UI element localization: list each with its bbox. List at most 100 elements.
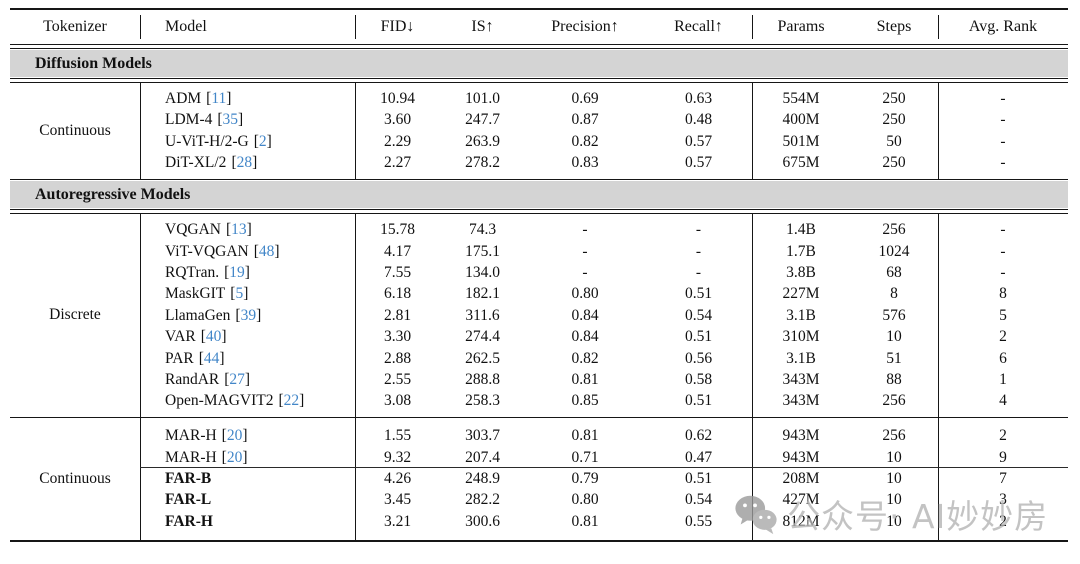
cell-avg-rank: 2 <box>999 328 1007 346</box>
citation: [44] <box>199 350 225 367</box>
section-rule <box>10 178 1068 181</box>
cell-params: 227M <box>782 285 820 303</box>
bracket: ] <box>242 427 248 445</box>
table-top-rule <box>10 8 1068 10</box>
cell-steps: 10 <box>886 328 902 346</box>
citation: [48] <box>254 243 280 260</box>
cell-avg-rank: 7 <box>999 470 1007 488</box>
table-row: MAR-H [20] 9.32 207.4 0.71 0.47 943M 10 9 <box>10 447 1068 468</box>
model-name: FAR-L <box>165 491 212 509</box>
citation-link[interactable]: 39 <box>240 306 257 324</box>
table-row: ADM [11] 10.94 101.0 0.69 0.63 554M 250 - <box>10 88 1068 109</box>
cell-params: 812M <box>782 512 820 530</box>
citation-link[interactable]: 13 <box>231 221 247 239</box>
cell-is: 175.1 <box>465 242 500 260</box>
cell-steps: 256 <box>882 221 906 239</box>
citation-link[interactable]: 44 <box>203 349 220 367</box>
bracket: ] <box>244 370 251 388</box>
cell-model: VAR [40] <box>140 326 355 347</box>
cell-fid: 2.29 <box>383 132 412 150</box>
column-header-avg-rank: Avg. Rank <box>968 18 1038 35</box>
column-header-fid: FID↓ <box>380 18 415 35</box>
citation-link[interactable]: 2 <box>258 132 267 150</box>
column-separator <box>752 418 754 541</box>
cell-avg-rank: 9 <box>999 448 1007 466</box>
cell-steps: 576 <box>882 306 906 324</box>
cell-fid: 4.17 <box>383 242 412 260</box>
cell-precision: 0.81 <box>571 427 599 445</box>
citation-link[interactable]: 11 <box>211 90 227 107</box>
cell-steps: 256 <box>882 427 906 445</box>
citation-link[interactable]: 27 <box>229 370 245 388</box>
citation-link[interactable]: 40 <box>205 328 222 346</box>
column-separator <box>140 418 142 541</box>
bracket: [ <box>225 221 232 239</box>
cell-is: 134.0 <box>465 263 500 281</box>
cell-model: ViT-VQGAN [48] <box>140 241 355 262</box>
cell-recall: 0.48 <box>684 111 713 129</box>
bracket: ] <box>219 349 225 367</box>
cell-recall: 0.51 <box>684 328 713 346</box>
cell-params: 400M <box>782 111 820 129</box>
citation-link[interactable]: 19 <box>229 263 245 281</box>
cell-avg-rank: 1 <box>999 370 1007 388</box>
cell-steps: 10 <box>886 512 902 530</box>
cell-model: LDM-4 [35] <box>140 109 355 130</box>
citation-link[interactable]: 35 <box>222 111 239 129</box>
cell-fid: 2.81 <box>383 306 412 324</box>
cell-precision: 0.69 <box>571 90 599 107</box>
cell-fid: 2.27 <box>383 154 412 172</box>
table-row: PAR [44] 2.88 262.5 0.82 0.56 3.1B 51 6 <box>10 348 1068 369</box>
citation-link[interactable]: 20 <box>226 448 243 466</box>
cell-fid: 9.32 <box>383 448 412 466</box>
bracket: [ <box>206 90 212 107</box>
tokenizer-label: Continuous <box>39 121 111 139</box>
model-name: MAR-H <box>165 427 217 445</box>
model-name: RandAR <box>165 370 220 388</box>
cell-model: U-ViT-H/2-G [2] <box>140 131 355 152</box>
cell-steps: 250 <box>882 154 906 172</box>
column-separator <box>355 214 357 417</box>
cell-model: LlamaGen [39] <box>140 305 355 326</box>
citation-link[interactable]: 22 <box>283 392 300 410</box>
section-rule <box>10 78 1068 83</box>
model-name: VQGAN <box>165 221 221 239</box>
cell-params: 1.7B <box>786 242 816 260</box>
column-header-tokenizer: Tokenizer <box>43 18 107 35</box>
model-name: RQTran. <box>165 263 220 281</box>
cell-model: MaskGIT [5] <box>140 283 355 304</box>
section-rule <box>10 209 1068 215</box>
cell-precision: 0.71 <box>571 448 599 466</box>
cell-is: 282.2 <box>465 491 500 509</box>
cell-steps: 256 <box>882 392 906 410</box>
cell-steps: 10 <box>886 448 902 466</box>
column-separator <box>355 418 357 541</box>
model-name: ADM <box>165 90 202 107</box>
citation: [19] <box>224 264 250 281</box>
column-separator <box>938 418 940 541</box>
cell-precision: 0.84 <box>571 328 599 346</box>
cell-recall: 0.47 <box>684 448 713 466</box>
cell-avg-rank: - <box>1000 242 1006 260</box>
group-ar-discrete: Discrete VQGAN [13] 15.78 74.3 - - 1.4B 2… <box>10 214 1068 417</box>
citation-link[interactable]: 20 <box>226 427 243 445</box>
column-header-recall: Recall↑ <box>674 18 723 35</box>
cell-precision: 0.84 <box>571 306 599 324</box>
cell-model: FAR-L <box>140 489 355 510</box>
bracket: [ <box>224 263 230 281</box>
cell-precision: 0.85 <box>571 392 599 410</box>
citation-link[interactable]: 28 <box>236 154 253 172</box>
citation-link[interactable]: 48 <box>258 242 275 260</box>
bracket: ] <box>256 306 262 324</box>
cell-recall: 0.57 <box>684 154 713 172</box>
cell-params: 343M <box>782 370 820 388</box>
bracket: ] <box>266 132 272 150</box>
cell-fid: 4.26 <box>383 470 412 488</box>
citation: [28] <box>231 154 257 171</box>
cell-fid: 10.94 <box>380 90 415 107</box>
cell-is: 258.3 <box>465 392 500 410</box>
citation-link[interactable]: 5 <box>235 285 244 303</box>
cell-recall: 0.54 <box>684 306 713 324</box>
bracket: ] <box>221 328 227 346</box>
cell-model: VQGAN [13] <box>140 219 355 240</box>
